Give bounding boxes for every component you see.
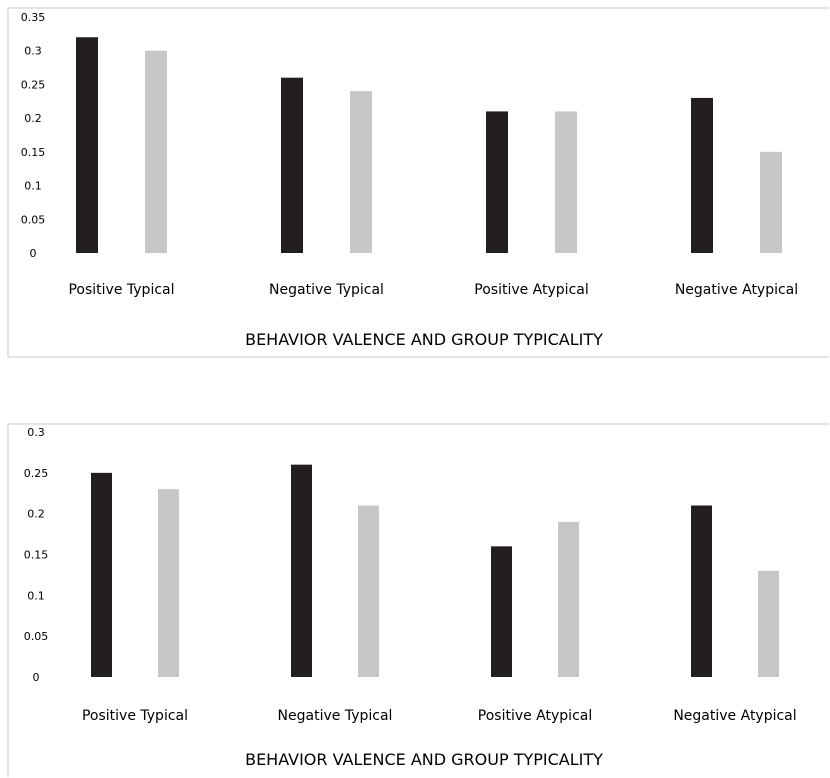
bar-dark <box>76 37 98 253</box>
y-tick-label: 0 <box>30 247 37 260</box>
y-tick-label: 0.05 <box>24 630 49 643</box>
y-tick-label: 0.25 <box>21 78 46 91</box>
category-label: Negative Atypical <box>673 708 796 724</box>
y-tick-label: 0.15 <box>21 146 46 159</box>
y-tick-label: 0 <box>33 671 40 684</box>
category-label: Positive Typical <box>82 708 188 724</box>
bar-light <box>358 505 379 677</box>
bar-dark <box>281 77 303 253</box>
bar-light <box>558 521 579 677</box>
y-tick-label: 0.3 <box>24 45 42 58</box>
category-label: Positive Atypical <box>478 708 592 724</box>
bar-light <box>760 151 782 253</box>
chart-top-svg: BEHAVIOR VALENCE AND GROUP TYPICALITY 0 0… <box>7 7 829 358</box>
y-tick-label: 0.35 <box>21 11 46 24</box>
chart-bottom: BEHAVIOR VALENCE AND GROUP TYPICALITY 0 0… <box>0 422 830 778</box>
bar-light <box>350 91 372 254</box>
bar-dark <box>691 97 713 254</box>
chart-top-frame <box>7 7 829 358</box>
y-tick-label: 0.1 <box>27 589 45 602</box>
category-label: Negative Typical <box>278 708 393 724</box>
y-tick-label: 0.15 <box>24 549 49 562</box>
bar-dark <box>486 111 508 254</box>
category-label: Positive Typical <box>68 282 174 298</box>
y-tick-label: 0.3 <box>27 426 45 439</box>
chart-top: BEHAVIOR VALENCE AND GROUP TYPICALITY 0 0… <box>0 0 830 360</box>
category-label: Negative Atypical <box>675 282 798 298</box>
bar-light <box>555 111 577 254</box>
category-label: Positive Atypical <box>474 282 588 298</box>
y-tick-label: 0.25 <box>24 467 49 480</box>
bar-light <box>758 570 779 677</box>
y-tick-label: 0.05 <box>21 213 46 226</box>
bar-dark <box>491 546 512 677</box>
chart-bottom-svg: BEHAVIOR VALENCE AND GROUP TYPICALITY 0 0… <box>7 423 829 777</box>
y-tick-label: 0.1 <box>24 180 42 193</box>
x-axis-title: BEHAVIOR VALENCE AND GROUP TYPICALITY <box>245 330 603 349</box>
bar-light <box>145 50 167 253</box>
bar-light <box>158 489 179 677</box>
y-tick-label: 0.2 <box>24 112 42 125</box>
y-tick-label: 0.2 <box>27 508 45 521</box>
bar-dark <box>91 472 112 677</box>
bar-dark <box>291 464 312 677</box>
x-axis-title: BEHAVIOR VALENCE AND GROUP TYPICALITY <box>245 750 603 769</box>
bar-dark <box>691 505 712 677</box>
chart-bottom-frame <box>7 423 829 777</box>
category-label: Negative Typical <box>269 282 384 298</box>
